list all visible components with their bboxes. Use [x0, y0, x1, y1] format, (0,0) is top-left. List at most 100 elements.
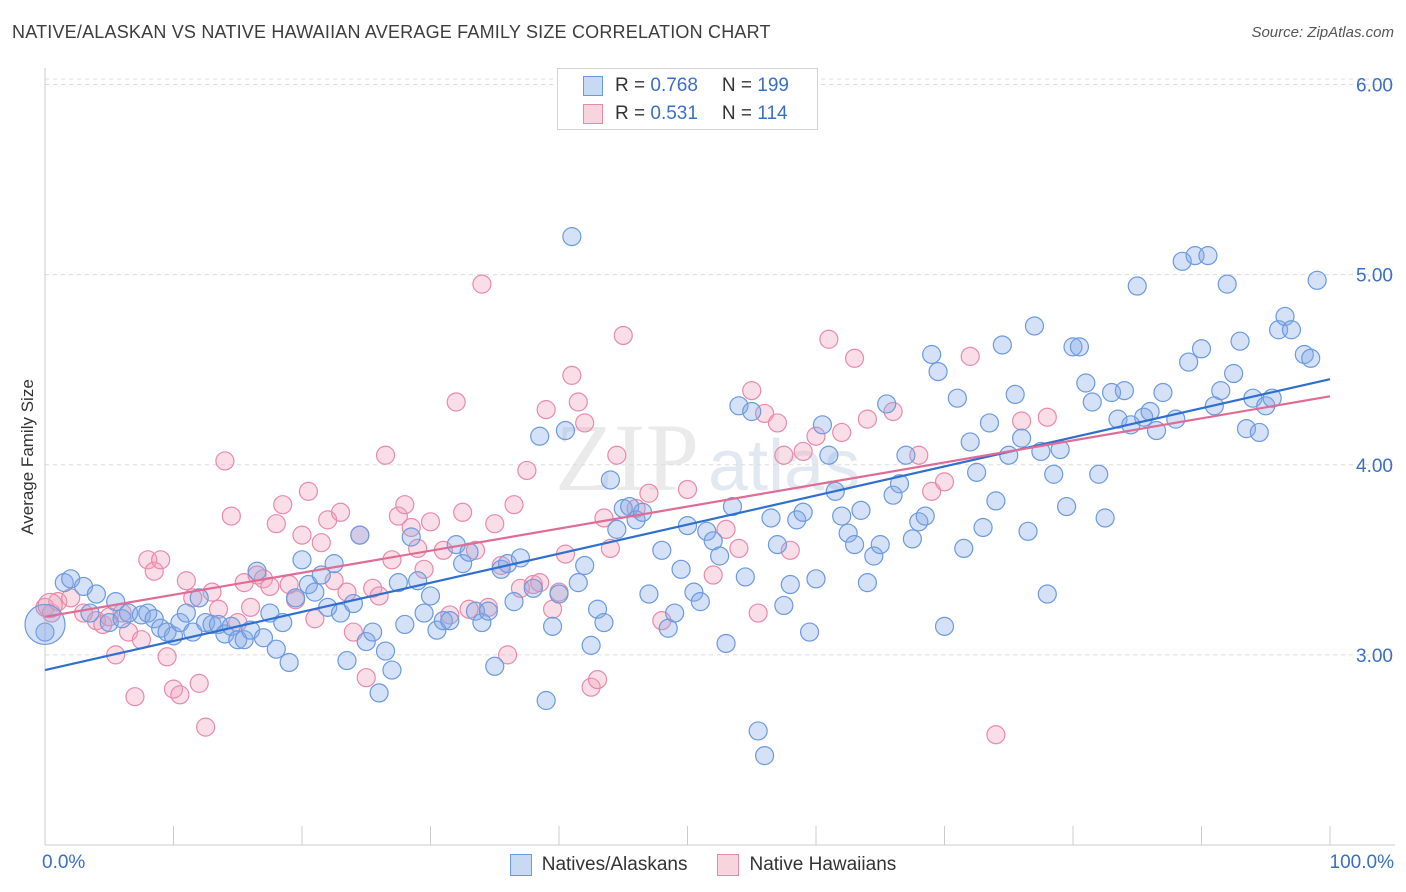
point-native-hawaiian: [716, 519, 736, 539]
series-natives-alaskans: [24, 227, 1327, 766]
point-native-alaskan: [305, 582, 325, 602]
point-native-hawaiian: [215, 451, 235, 471]
point-native-alaskan: [992, 335, 1012, 355]
point-native-alaskan: [999, 445, 1019, 465]
point-native-alaskan: [934, 616, 955, 636]
point-native-hawaiian: [934, 472, 955, 492]
point-native-alaskan: [504, 592, 524, 612]
point-native-hawaiian: [298, 481, 319, 501]
blue-swatch: [509, 854, 532, 876]
point-native-alaskan: [902, 529, 922, 549]
point-native-hawaiian: [922, 481, 942, 501]
point-native-alaskan: [915, 506, 935, 526]
point-native-alaskan: [684, 582, 704, 602]
point-native-alaskan: [350, 525, 370, 545]
point-native-alaskan: [80, 603, 100, 623]
point-native-hawaiian: [446, 392, 466, 412]
point-native-hawaiian: [748, 603, 768, 623]
point-native-alaskan: [170, 612, 190, 633]
point-native-alaskan: [1063, 337, 1083, 357]
point-native-alaskan: [806, 569, 826, 589]
point-native-alaskan: [1005, 384, 1025, 405]
point-native-alaskan: [1301, 348, 1321, 368]
point-native-alaskan: [562, 227, 582, 247]
point-native-hawaiian: [472, 274, 492, 294]
point-native-alaskan: [581, 635, 601, 655]
point-native-alaskan: [1011, 428, 1032, 448]
point-native-alaskan: [189, 588, 209, 608]
x-tick-min: 0.0%: [42, 852, 86, 873]
point-native-hawaiian: [375, 445, 396, 465]
point-native-alaskan: [986, 491, 1006, 511]
legend-row-native-hawaiians: R = 0.531 N = 114: [583, 101, 788, 127]
point-native-alaskan: [973, 517, 993, 538]
point-native-hawaiian: [414, 559, 434, 579]
point-native-alaskan: [774, 595, 794, 616]
legend-row-natives-alaskans: R = 0.768 N = 199: [583, 73, 789, 99]
point-native-hawaiian: [703, 565, 723, 585]
point-native-alaskan: [549, 584, 569, 604]
point-native-alaskan: [266, 639, 286, 659]
point-native-alaskan: [877, 394, 897, 414]
point-native-hawaiian: [767, 413, 788, 433]
point-native-alaskan: [735, 567, 755, 587]
point-native-hawaiian: [382, 550, 402, 570]
point-native-alaskan: [285, 588, 306, 608]
point-native-alaskan: [202, 614, 222, 635]
point-native-alaskan: [1114, 381, 1135, 401]
point-native-alaskan: [793, 502, 813, 522]
point-native-alaskan: [922, 344, 942, 365]
point-native-alaskan: [1281, 320, 1302, 340]
point-native-alaskan: [144, 609, 164, 629]
point-native-alaskan: [35, 622, 55, 642]
point-native-hawaiian: [613, 325, 633, 346]
point-native-alaskan: [896, 445, 916, 465]
point-native-alaskan: [767, 535, 788, 555]
point-native-alaskan: [832, 506, 852, 526]
point-native-alaskan: [369, 683, 389, 703]
point-native-hawaiian: [221, 506, 241, 526]
svg-text:ZIP: ZIP: [555, 404, 699, 511]
point-native-alaskan: [851, 500, 871, 520]
point-native-alaskan: [86, 584, 107, 604]
point-native-hawaiian: [273, 495, 293, 515]
point-native-hawaiian: [832, 422, 852, 443]
point-native-alaskan: [176, 603, 196, 623]
point-native-alaskan: [1198, 246, 1218, 266]
point-native-hawaiian: [363, 578, 383, 598]
point-native-alaskan: [1089, 464, 1109, 484]
point-native-alaskan: [440, 611, 460, 631]
point-native-alaskan: [401, 527, 421, 547]
point-native-alaskan: [928, 361, 948, 382]
point-native-alaskan: [298, 574, 319, 595]
point-native-alaskan: [761, 508, 781, 528]
point-native-alaskan: [478, 601, 498, 621]
point-native-alaskan: [1044, 464, 1064, 484]
point-native-alaskan: [453, 554, 473, 574]
point-native-alaskan: [343, 593, 363, 614]
legend-label: Native Hawaiians: [749, 854, 897, 875]
y-tick-label: 4.00: [1356, 456, 1393, 477]
y-tick-labels: 3.00 4.00 5.00 6.00: [1356, 76, 1393, 667]
point-native-alaskan: [665, 603, 685, 623]
source-label: Source: ZipAtlas.com: [1251, 24, 1394, 41]
point-native-hawaiian: [774, 445, 794, 465]
point-native-hawaiian: [311, 533, 331, 553]
point-native-hawaiian: [330, 502, 351, 522]
point-native-alaskan: [427, 620, 447, 640]
point-native-hawaiian: [395, 495, 415, 515]
point-native-alaskan: [1217, 274, 1237, 294]
trend-lines: [44, 378, 1331, 672]
point-native-alaskan: [279, 652, 299, 673]
point-native-alaskan: [710, 546, 730, 566]
point-native-hawaiian: [504, 495, 524, 515]
point-native-alaskan: [1095, 508, 1115, 528]
point-native-alaskan: [690, 592, 710, 612]
n-value: 114: [757, 103, 788, 124]
point-native-alaskan: [530, 426, 550, 446]
point-native-alaskan: [652, 540, 672, 560]
point-native-alaskan: [1179, 352, 1199, 372]
y-tick-label: 6.00: [1356, 76, 1393, 97]
point-native-hawaiian: [498, 645, 518, 665]
